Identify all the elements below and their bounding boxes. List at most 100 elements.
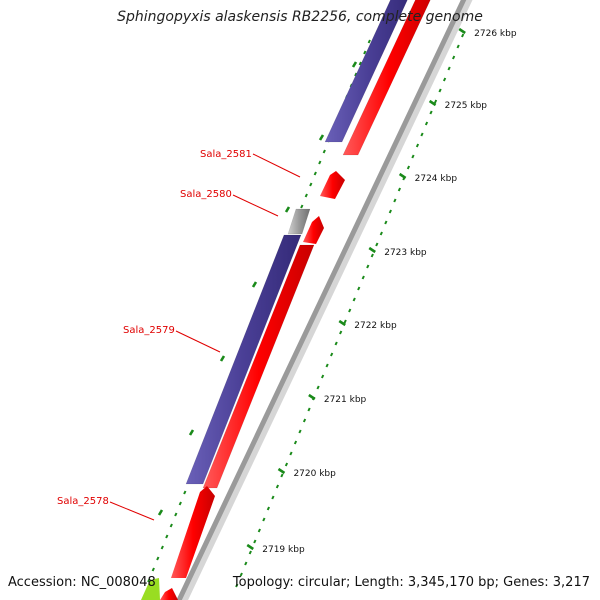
minor-tick	[343, 319, 347, 324]
tick-label-2725: 2725 kbp	[445, 101, 488, 111]
inner-minor-tick	[363, 50, 367, 55]
inner-major-tick	[318, 134, 325, 141]
inner-major-tick	[219, 355, 226, 362]
gene-sala-2579	[185, 234, 302, 485]
gene-label-sala-2578: Sala_2578	[57, 496, 109, 507]
inner-minor-tick	[165, 534, 169, 539]
minor-tick	[370, 253, 374, 258]
accession-text: Accession: NC_008048	[8, 575, 156, 590]
minor-tick	[366, 264, 370, 269]
gene-red-small	[303, 216, 324, 244]
gene-sala-2581	[320, 171, 345, 199]
feature-green	[141, 578, 160, 600]
inner-minor-tick	[322, 149, 326, 154]
minor-tick	[411, 154, 415, 159]
tick-label-2720: 2720 kbp	[293, 469, 336, 479]
inner-minor-tick	[174, 512, 178, 517]
minor-tick	[438, 88, 442, 93]
inner-minor-tick	[169, 523, 173, 528]
minor-tick	[447, 66, 451, 71]
inner-major-tick	[284, 206, 291, 213]
minor-tick	[420, 132, 424, 137]
minor-tick	[361, 275, 365, 280]
tick-label-2723: 2723 kbp	[384, 248, 427, 258]
minor-tick	[325, 363, 329, 368]
minor-tick	[442, 77, 447, 82]
inner-minor-tick	[151, 567, 155, 572]
minor-tick	[433, 99, 438, 104]
callout-line-sala-2578	[109, 501, 155, 521]
minor-tick	[388, 209, 392, 214]
minor-tick	[316, 385, 320, 390]
minor-tick	[298, 429, 302, 434]
minor-tick	[253, 539, 257, 544]
minor-tick	[415, 143, 420, 148]
tick-label-2724: 2724 kbp	[415, 174, 458, 184]
minor-tick	[235, 583, 239, 588]
minor-tick	[393, 198, 397, 203]
minor-tick	[239, 572, 243, 577]
minor-tick	[257, 528, 261, 533]
inner-minor-tick	[183, 490, 187, 495]
map-title: Sphingopyxis alaskensis RB2256, complete…	[117, 9, 483, 25]
tick-label-2719: 2719 kbp	[262, 545, 305, 555]
gene-sala-2578	[171, 486, 215, 578]
tick-label-2726: 2726 kbp	[474, 29, 517, 39]
minor-tick	[334, 341, 338, 346]
minor-tick	[456, 44, 460, 49]
inner-minor-tick	[313, 171, 317, 176]
gene-sala-2581-neighbor	[324, 0, 408, 143]
minor-tick	[339, 330, 343, 335]
major-tick-2725	[428, 99, 437, 107]
minor-tick	[384, 220, 388, 225]
minor-tick	[284, 462, 289, 467]
minor-tick	[266, 506, 270, 511]
inner-minor-tick	[160, 545, 164, 550]
callout-line-sala-2579	[175, 330, 221, 353]
gene-label-sala-2579: Sala_2579	[123, 325, 175, 336]
minor-tick	[271, 495, 275, 500]
minor-tick	[379, 231, 383, 236]
minor-tick	[348, 308, 352, 313]
gene-red-bottom	[160, 588, 178, 600]
inner-minor-tick	[147, 578, 151, 583]
minor-tick	[320, 374, 325, 379]
inner-major-tick	[157, 509, 164, 516]
inner-minor-tick	[309, 182, 313, 187]
gene-red-long	[202, 244, 315, 489]
minor-tick	[397, 187, 402, 192]
inner-major-tick	[188, 429, 195, 436]
gene-sala-2580	[287, 208, 311, 235]
minor-tick	[302, 418, 307, 423]
minor-tick	[307, 407, 311, 412]
inner-minor-tick	[156, 556, 160, 561]
gene-callouts: Sala_2581 Sala_2580 Sala_2579 Sala_2578	[57, 149, 301, 521]
major-tick-2720	[277, 467, 286, 475]
minor-tick	[406, 165, 411, 170]
inner-minor-tick	[178, 501, 182, 506]
minor-tick	[244, 561, 248, 566]
minor-tick	[293, 440, 298, 445]
minor-tick	[280, 473, 284, 478]
major-tick-2719	[246, 543, 254, 551]
gene-track	[141, 0, 431, 600]
minor-tick	[452, 55, 456, 60]
inner-minor-tick	[318, 160, 322, 165]
inner-minor-tick	[354, 72, 358, 77]
inner-minor-tick	[304, 193, 308, 198]
genome-summary-text: Topology: circular; Length: 3,345,170 bp…	[232, 575, 590, 590]
backbone-layer	[176, 0, 473, 600]
inner-minor-tick	[358, 61, 362, 66]
genome-backbone	[176, 0, 467, 600]
minor-tick	[262, 517, 266, 522]
minor-tick	[352, 297, 356, 302]
gene-label-sala-2580: Sala_2580	[180, 189, 232, 200]
minor-tick	[429, 110, 433, 115]
minor-tick	[330, 352, 334, 357]
inner-major-tick	[351, 61, 358, 68]
callout-line-sala-2581	[252, 153, 301, 178]
minor-tick	[275, 484, 280, 489]
inner-major-tick	[251, 281, 258, 288]
